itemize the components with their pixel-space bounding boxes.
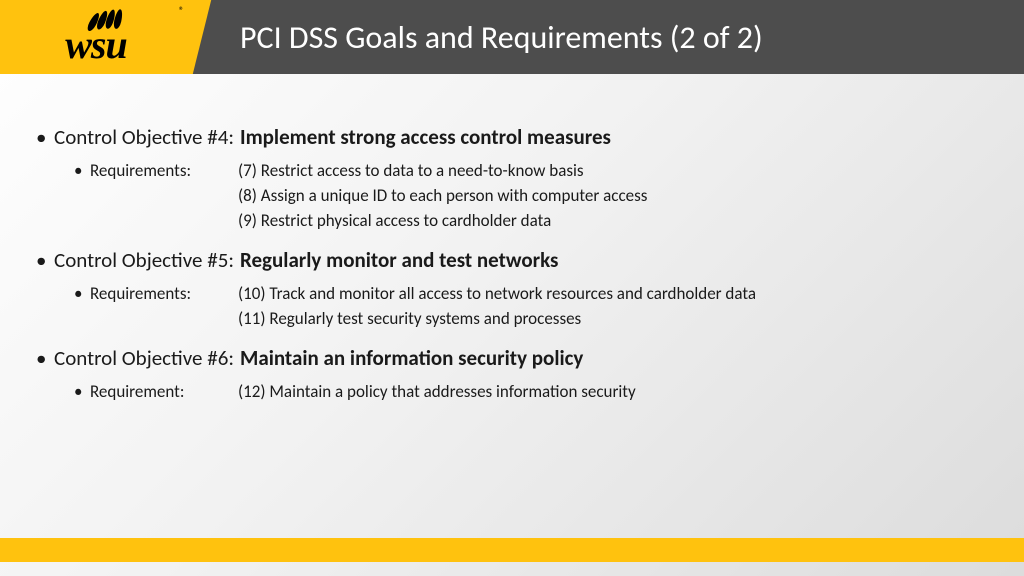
- objective-title: Regularly monitor and test networks: [240, 247, 558, 273]
- requirements-block: • Requirement: (12) Maintain a policy th…: [74, 381, 988, 402]
- bottom-accent-bar: [0, 538, 1024, 562]
- bullet-level2: •: [74, 160, 90, 181]
- requirement-line: (12) Maintain a policy that addresses in…: [238, 381, 636, 402]
- requirement-line: (10) Track and monitor all access to net…: [238, 283, 756, 304]
- objective-row: • Control Objective #4: Implement strong…: [36, 124, 988, 150]
- requirements-block: • Requirements: (10) Track and monitor a…: [74, 283, 988, 329]
- requirements-block: • Requirements: (7) Restrict access to d…: [74, 160, 988, 231]
- requirements-label: Requirements:: [90, 160, 238, 181]
- registered-mark: ®: [179, 4, 184, 17]
- wsu-logo: wsu: [65, 12, 127, 62]
- requirement-line: (11) Regularly test security systems and…: [238, 308, 756, 329]
- bullet-level2: •: [74, 283, 90, 304]
- bullet-level2: •: [74, 381, 90, 402]
- logo-text: wsu: [65, 28, 127, 62]
- objective-label: Control Objective #5:: [54, 247, 234, 273]
- objective-label: Control Objective #6:: [54, 345, 234, 371]
- requirement-lines: (7) Restrict access to data to a need-to…: [238, 160, 647, 231]
- requirement-line: (9) Restrict physical access to cardhold…: [238, 210, 647, 231]
- objective-row: • Control Objective #5: Regularly monito…: [36, 247, 988, 273]
- objective-title: Maintain an information security policy: [240, 345, 583, 371]
- requirements-label: Requirement:: [90, 381, 238, 402]
- objective-label: Control Objective #4:: [54, 124, 234, 150]
- slide-title: PCI DSS Goals and Requirements (2 of 2): [240, 18, 763, 57]
- bullet-level1: •: [36, 345, 54, 371]
- requirement-line: (8) Assign a unique ID to each person wi…: [238, 185, 647, 206]
- objective-title: Implement strong access control measures: [240, 124, 611, 150]
- slide-body: • Control Objective #4: Implement strong…: [36, 118, 988, 418]
- bullet-level1: •: [36, 124, 54, 150]
- requirements-label: Requirements:: [90, 283, 238, 304]
- bullet-level1: •: [36, 247, 54, 273]
- title-band: PCI DSS Goals and Requirements (2 of 2): [192, 0, 1024, 74]
- slide: ® wsu PCI DSS Goals and Requirements (2 …: [0, 0, 1024, 576]
- header-band: ® wsu PCI DSS Goals and Requirements (2 …: [0, 0, 1024, 74]
- requirement-line: (7) Restrict access to data to a need-to…: [238, 160, 647, 181]
- objective-row: • Control Objective #6: Maintain an info…: [36, 345, 988, 371]
- requirement-lines: (12) Maintain a policy that addresses in…: [238, 381, 636, 402]
- requirement-lines: (10) Track and monitor all access to net…: [238, 283, 756, 329]
- logo-box: ® wsu: [0, 0, 192, 74]
